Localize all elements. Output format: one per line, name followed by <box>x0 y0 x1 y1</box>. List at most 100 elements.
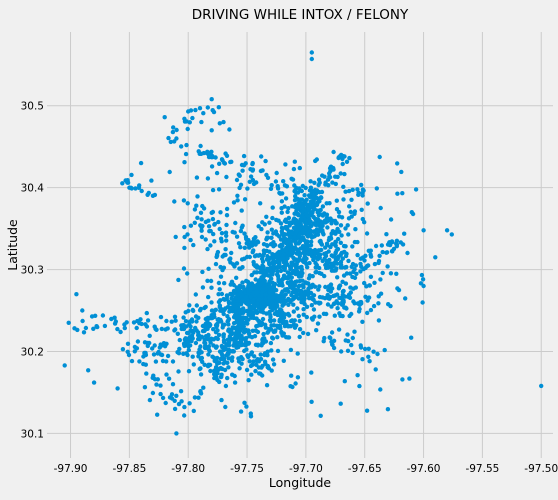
data-point <box>226 299 231 304</box>
data-point <box>194 175 200 180</box>
data-point <box>251 181 257 187</box>
data-point <box>319 221 324 226</box>
data-point <box>135 318 140 324</box>
data-point <box>378 387 383 392</box>
data-point <box>278 268 284 274</box>
data-point <box>186 369 192 374</box>
data-point <box>315 210 320 215</box>
data-point <box>201 385 206 390</box>
data-point <box>332 254 337 259</box>
data-point <box>217 379 222 385</box>
data-point <box>214 253 220 258</box>
data-point <box>413 187 419 192</box>
data-point <box>142 340 148 345</box>
data-point <box>286 311 291 317</box>
data-point <box>316 248 321 253</box>
data-point <box>366 248 371 253</box>
data-point <box>264 243 270 248</box>
data-point <box>165 326 170 331</box>
data-point <box>376 260 381 266</box>
data-point <box>240 168 245 173</box>
data-point <box>395 191 400 196</box>
data-point <box>255 301 260 306</box>
data-point <box>231 321 237 326</box>
data-point <box>318 239 323 245</box>
data-point <box>238 337 243 342</box>
data-point <box>177 346 182 352</box>
data-point <box>283 287 288 293</box>
data-point <box>358 299 364 305</box>
data-point <box>194 303 199 308</box>
data-point <box>235 193 240 198</box>
x-tick-label: -97.70 <box>289 463 323 475</box>
data-point <box>210 315 215 321</box>
data-point <box>187 401 192 406</box>
data-point <box>327 235 332 240</box>
data-point <box>160 358 166 364</box>
data-point <box>216 105 221 110</box>
data-point <box>261 264 266 269</box>
data-point <box>152 377 158 382</box>
data-point <box>249 306 254 311</box>
data-point <box>202 362 207 367</box>
data-point <box>285 256 290 261</box>
data-point <box>145 192 150 197</box>
data-point <box>327 201 332 206</box>
data-point <box>275 335 280 340</box>
data-point <box>340 256 345 261</box>
data-point <box>290 297 295 302</box>
data-point <box>281 273 287 278</box>
data-point <box>290 177 296 182</box>
data-point <box>265 363 271 369</box>
data-point <box>292 159 297 164</box>
data-point <box>400 191 405 196</box>
data-point <box>243 327 249 333</box>
data-point <box>320 204 326 209</box>
data-point <box>125 341 131 346</box>
data-point <box>264 383 270 388</box>
data-point <box>224 213 230 218</box>
data-point <box>219 356 225 362</box>
data-point <box>353 263 359 268</box>
data-point <box>236 321 241 326</box>
data-point <box>323 245 328 250</box>
data-point <box>305 331 311 337</box>
data-point <box>276 310 281 315</box>
data-point <box>291 166 297 172</box>
data-point <box>300 209 306 214</box>
data-point <box>322 296 328 301</box>
data-point <box>449 232 454 237</box>
data-point <box>212 308 217 313</box>
data-point <box>309 223 314 228</box>
data-point <box>248 363 254 369</box>
data-point <box>213 335 219 341</box>
data-point <box>193 314 199 319</box>
data-point <box>239 318 245 323</box>
data-point <box>243 342 248 348</box>
data-point <box>233 335 239 341</box>
data-point <box>286 335 292 340</box>
data-point <box>237 173 242 178</box>
data-point <box>255 323 261 328</box>
data-point <box>283 238 288 243</box>
data-point <box>245 300 250 306</box>
data-point <box>185 352 190 358</box>
data-point <box>72 326 77 331</box>
data-point <box>132 349 137 354</box>
data-point <box>100 313 106 318</box>
data-point <box>145 318 151 323</box>
data-point <box>313 158 318 164</box>
data-point <box>265 349 270 354</box>
data-point <box>364 231 370 236</box>
data-point <box>380 249 385 255</box>
data-point <box>283 262 288 267</box>
data-point <box>192 207 198 212</box>
data-point <box>231 200 237 205</box>
data-point <box>174 431 179 436</box>
data-point <box>151 352 157 357</box>
data-point <box>302 301 307 307</box>
data-point <box>380 270 385 276</box>
data-point <box>200 328 206 334</box>
data-point <box>210 108 215 113</box>
data-point <box>216 219 221 225</box>
